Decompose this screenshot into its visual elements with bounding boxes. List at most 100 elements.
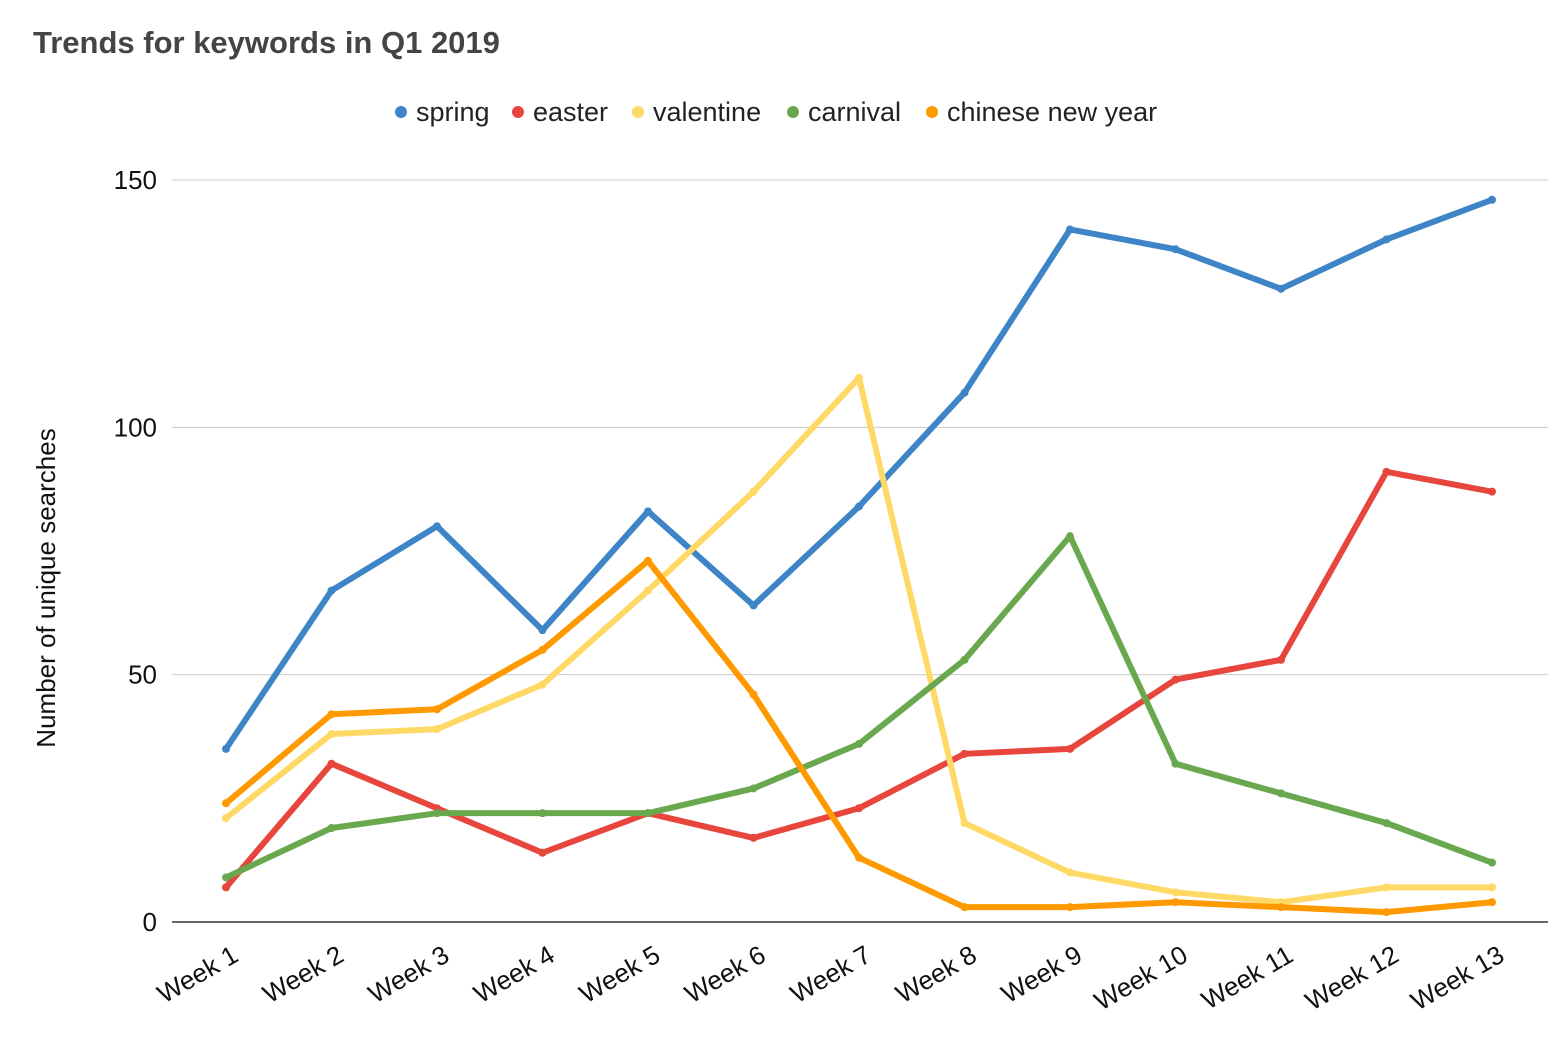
gridlines — [172, 179, 1548, 676]
series-spring — [222, 195, 1496, 753]
data-point — [749, 690, 758, 699]
data-point — [1066, 225, 1074, 234]
data-point — [1277, 903, 1285, 912]
legend-marker — [926, 106, 938, 118]
data-point — [538, 809, 547, 818]
y-tick-label: 100 — [114, 412, 157, 442]
data-point — [855, 502, 863, 511]
legend-marker — [395, 106, 407, 118]
data-point — [222, 814, 230, 823]
legend-marker — [512, 106, 524, 118]
data-point — [644, 556, 652, 565]
data-point — [1382, 819, 1391, 828]
data-point — [538, 848, 547, 857]
data-point — [222, 744, 230, 753]
data-point — [1066, 532, 1074, 541]
x-tick-label: Week 10 — [1089, 939, 1192, 1016]
x-tick-label: Week 5 — [574, 939, 665, 1009]
y-axis-ticks: 0 50 100 150 — [114, 165, 157, 937]
y-axis-label: Number of unique searches — [31, 428, 61, 747]
legend-item: easter — [512, 97, 608, 127]
legend: spring easter valentine carnival chinese new… — [395, 97, 1157, 127]
data-point — [1488, 487, 1496, 496]
legend-marker — [787, 106, 799, 118]
data-point — [644, 586, 652, 595]
data-point — [222, 799, 230, 808]
data-point — [1277, 789, 1285, 798]
data-point — [1382, 883, 1391, 892]
y-tick-label: 50 — [128, 660, 157, 690]
data-point — [433, 725, 441, 734]
legend-item: carnival — [787, 97, 901, 127]
data-point — [222, 883, 230, 892]
data-point — [960, 903, 969, 912]
series-line — [223, 468, 1495, 891]
data-point — [433, 522, 441, 531]
x-tick-label: Week 7 — [785, 939, 876, 1009]
y-tick-label: 0 — [143, 907, 157, 937]
data-point — [1488, 858, 1496, 867]
series-easter — [222, 467, 1496, 892]
data-point — [1277, 655, 1285, 664]
x-axis-ticks: Week 1 Week 2 Week 3 Week 4 Week 5 Week 6 Week… — [152, 939, 1509, 1016]
chart-title: Trends for keywords in Q1 2019 — [33, 25, 500, 60]
data-point — [960, 749, 969, 758]
legend-label: carnival — [808, 97, 901, 127]
data-point — [327, 710, 336, 719]
data-point — [538, 626, 547, 635]
series-lines — [222, 195, 1496, 917]
x-tick-label: Week 4 — [469, 939, 560, 1009]
x-tick-label: Week 11 — [1196, 939, 1298, 1015]
data-point — [1488, 195, 1496, 204]
data-point — [1066, 903, 1074, 912]
data-point — [433, 809, 441, 818]
series-valentine — [222, 373, 1496, 907]
x-tick-label: Week 8 — [891, 939, 982, 1009]
data-point — [855, 739, 863, 748]
data-point — [960, 388, 969, 397]
legend-label: valentine — [653, 97, 761, 127]
x-tick-label: Week 6 — [680, 939, 771, 1009]
data-point — [1171, 675, 1180, 684]
data-point — [644, 809, 652, 818]
x-tick-label: Week 3 — [363, 939, 454, 1009]
data-point — [1066, 744, 1074, 753]
legend-item: valentine — [632, 97, 761, 127]
data-point — [855, 373, 863, 382]
y-tick-label: 150 — [114, 165, 157, 195]
series-carnival — [222, 532, 1496, 882]
x-tick-label: Week 9 — [996, 939, 1087, 1009]
data-point — [327, 730, 336, 739]
data-point — [1171, 898, 1180, 907]
legend-label: easter — [533, 97, 608, 127]
data-point — [1382, 467, 1391, 476]
legend-item: spring — [395, 97, 490, 127]
series-line — [223, 374, 1495, 906]
data-point — [222, 873, 230, 882]
data-point — [1171, 759, 1180, 768]
data-point — [327, 586, 336, 595]
data-point — [960, 819, 969, 828]
data-point — [749, 601, 758, 610]
data-point — [749, 784, 758, 793]
data-point — [1382, 908, 1391, 917]
x-tick-label: Week 1 — [152, 939, 243, 1009]
series-line — [223, 196, 1495, 752]
x-tick-label: Week 2 — [258, 939, 349, 1009]
x-tick-label: Week 13 — [1406, 939, 1509, 1016]
legend-marker — [632, 106, 644, 118]
x-tick-label: Week 12 — [1300, 939, 1403, 1016]
data-point — [855, 804, 863, 813]
data-point — [538, 645, 547, 654]
data-point — [433, 705, 441, 714]
data-point — [749, 833, 758, 842]
data-point — [1171, 888, 1180, 897]
data-point — [855, 853, 863, 862]
data-point — [1382, 235, 1391, 244]
data-point — [538, 680, 547, 689]
legend-item: chinese new year — [926, 97, 1157, 127]
data-point — [1066, 868, 1074, 877]
legend-label: spring — [416, 97, 490, 127]
data-point — [644, 507, 652, 516]
